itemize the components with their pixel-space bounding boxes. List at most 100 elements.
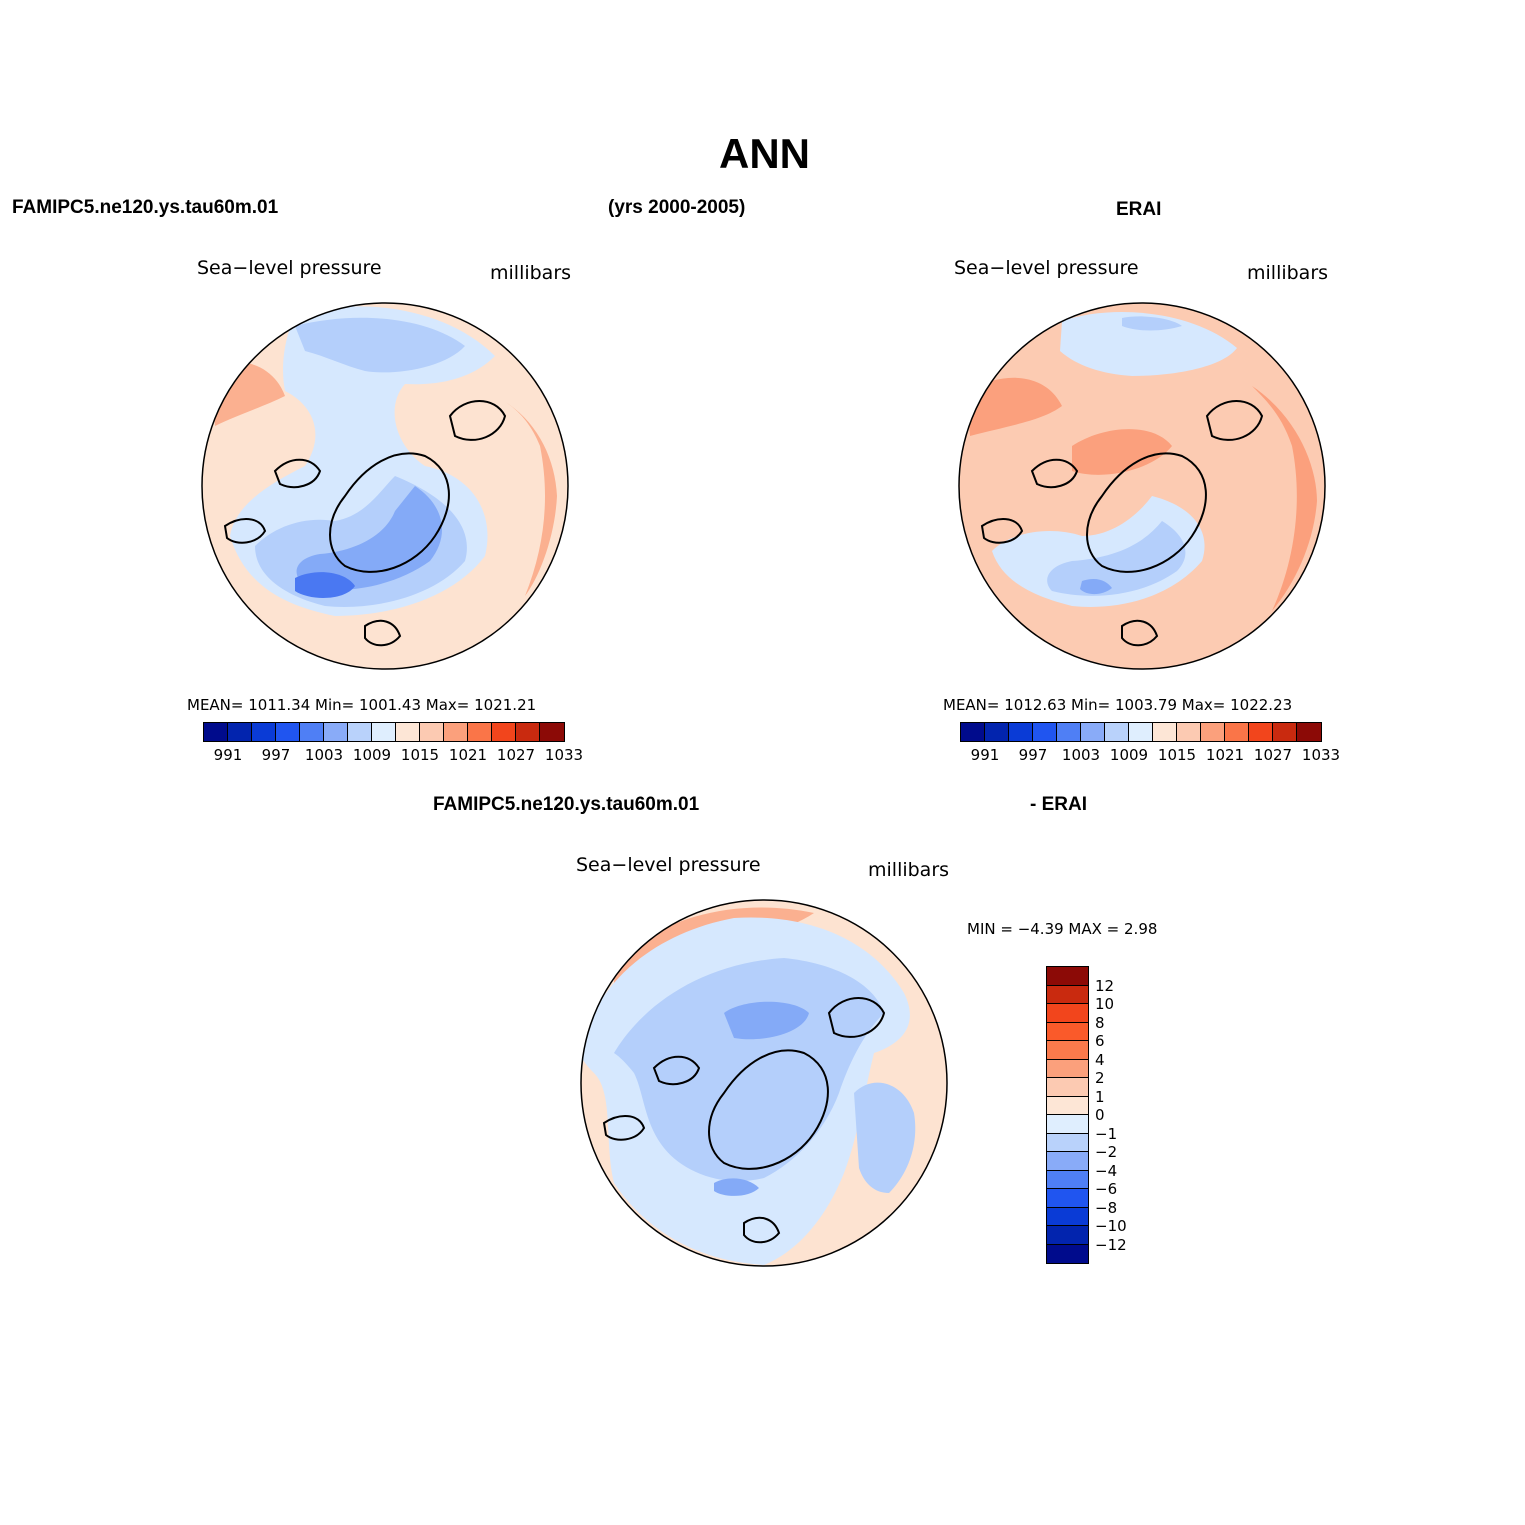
colorbar-tick-label: 1033	[544, 746, 584, 764]
colorbar-cell	[1047, 1189, 1088, 1208]
colorbar-tick-label: 1021	[1205, 746, 1245, 764]
diff-stats: MIN = −4.39 MAX = 2.98	[967, 920, 1158, 938]
coastlines	[602, 997, 886, 1244]
diff-colorbar	[1046, 966, 1089, 1264]
colorbar-cell	[1047, 1096, 1088, 1115]
colorbar-cell	[348, 723, 372, 741]
diff-left-title: FAMIPC5.ne120.ys.tau60m.01	[433, 794, 700, 815]
colorbar-cell	[1105, 723, 1129, 741]
panel2-variable-label: Sea−level pressure	[954, 257, 1139, 279]
colorbar-cell	[1153, 723, 1177, 741]
colorbar-cell	[276, 723, 300, 741]
coastlines	[980, 400, 1264, 647]
colorbar-cell	[1047, 1115, 1088, 1134]
colorbar-tick-label: 997	[261, 746, 291, 764]
colorbar-cell	[1201, 723, 1225, 741]
colorbar-tick-label: 1027	[496, 746, 536, 764]
diff-units-label: millibars	[868, 859, 950, 881]
colorbar-tick-label: 1015	[1157, 746, 1197, 764]
contour-region-1003	[296, 486, 442, 590]
panel2-units-label: millibars	[1247, 262, 1329, 284]
colorbar-cell	[1249, 723, 1273, 741]
colorbar-cell	[396, 723, 420, 741]
colorbar-cell	[1177, 723, 1201, 741]
colorbar-cell	[516, 723, 540, 741]
colorbar-cell	[204, 723, 228, 741]
colorbar-tick-label: 10	[1095, 995, 1115, 1013]
colorbar-tick-label: −10	[1095, 1217, 1127, 1235]
colorbar-cell	[228, 723, 252, 741]
colorbar-cell	[1047, 1059, 1088, 1078]
colorbar-tick-label: 1003	[1061, 746, 1101, 764]
colorbar-tick-label: 4	[1095, 1050, 1105, 1069]
colorbar-cell	[468, 723, 492, 741]
colorbar-tick-label: 12	[1095, 976, 1115, 995]
colorbar-cell	[252, 723, 276, 741]
panel1-units-label: millibars	[490, 262, 572, 284]
panel2-stats: MEAN= 1012.63 Min= 1003.79 Max= 1022.23	[943, 696, 1293, 714]
colorbar-tick-label: 2	[1095, 1069, 1105, 1087]
panel1-stats: MEAN= 1011.34 Min= 1001.43 Max= 1021.21	[187, 696, 537, 714]
colorbar-tick-label: −12	[1095, 1235, 1127, 1254]
contour-region-minus-4	[714, 1001, 809, 1196]
colorbar-tick-label: 1027	[1253, 746, 1293, 764]
main-title: ANN	[719, 130, 810, 177]
map-boundary	[580, 899, 948, 1267]
colorbar-cell	[300, 723, 324, 741]
colorbar-cell	[1129, 723, 1153, 741]
colorbar-cell	[1047, 1133, 1088, 1152]
colorbar-tick-label: −2	[1095, 1143, 1118, 1161]
colorbar-cell	[372, 723, 396, 741]
contour-region-1001	[295, 572, 355, 598]
colorbar-tick-label: 6	[1095, 1032, 1105, 1050]
diff-right-title: - ERAI	[1030, 794, 1087, 815]
colorbar-tick-label: 0	[1095, 1106, 1105, 1124]
coastlines	[223, 400, 507, 647]
colorbar-cell	[492, 723, 516, 741]
colorbar-cell	[444, 723, 468, 741]
colorbar-cell	[1047, 1078, 1088, 1097]
colorbar-cell	[420, 723, 444, 741]
colorbar-tick-label: 1	[1095, 1087, 1105, 1106]
colorbar-cell	[1047, 1004, 1088, 1023]
colorbar-cell	[1225, 723, 1249, 741]
colorbar-tick-label: 1009	[1109, 746, 1149, 764]
colorbar-cell	[1081, 723, 1105, 741]
colorbar-cell	[1047, 1170, 1088, 1189]
contour-region-1021	[969, 377, 1317, 611]
panel2-polar-map	[958, 302, 1326, 670]
panel1-colorbar	[203, 722, 565, 742]
colorbar-cell	[1047, 1226, 1088, 1245]
contour-region-minus-2	[614, 958, 916, 1193]
colorbar-tick-label: 1009	[352, 746, 392, 764]
colorbar-cell	[1047, 1022, 1088, 1041]
colorbar-cell	[324, 723, 348, 741]
colorbar-tick-label: 997	[1018, 746, 1048, 764]
years-label: (yrs 2000-2005)	[608, 197, 746, 218]
obs-name-label: ERAI	[1116, 199, 1162, 220]
colorbar-tick-label: −4	[1095, 1161, 1118, 1180]
colorbar-cell	[1009, 723, 1033, 741]
colorbar-cell	[1057, 723, 1081, 741]
colorbar-cell	[1297, 723, 1321, 741]
panel2-colorbar	[960, 722, 1322, 742]
map-boundary	[958, 302, 1326, 670]
diff-variable-label: Sea−level pressure	[576, 854, 761, 876]
map-boundary	[201, 302, 569, 670]
case-name-label: FAMIPC5.ne120.ys.tau60m.01	[12, 197, 279, 218]
colorbar-cell	[985, 723, 1009, 741]
colorbar-tick-label: 1015	[400, 746, 440, 764]
colorbar-cell	[1047, 985, 1088, 1004]
colorbar-cell	[1047, 1041, 1088, 1060]
colorbar-tick-label: 8	[1095, 1013, 1105, 1032]
colorbar-tick-label: −6	[1095, 1180, 1118, 1198]
diff-polar-map	[580, 899, 948, 1267]
colorbar-cell	[1273, 723, 1297, 741]
colorbar-cell	[961, 723, 985, 741]
colorbar-tick-label: 1003	[304, 746, 344, 764]
colorbar-tick-label: −8	[1095, 1198, 1118, 1217]
colorbar-tick-label: −1	[1095, 1124, 1118, 1143]
colorbar-tick-label: 991	[970, 746, 1000, 764]
colorbar-cell	[1047, 1152, 1088, 1171]
colorbar-cell	[1047, 1244, 1088, 1263]
